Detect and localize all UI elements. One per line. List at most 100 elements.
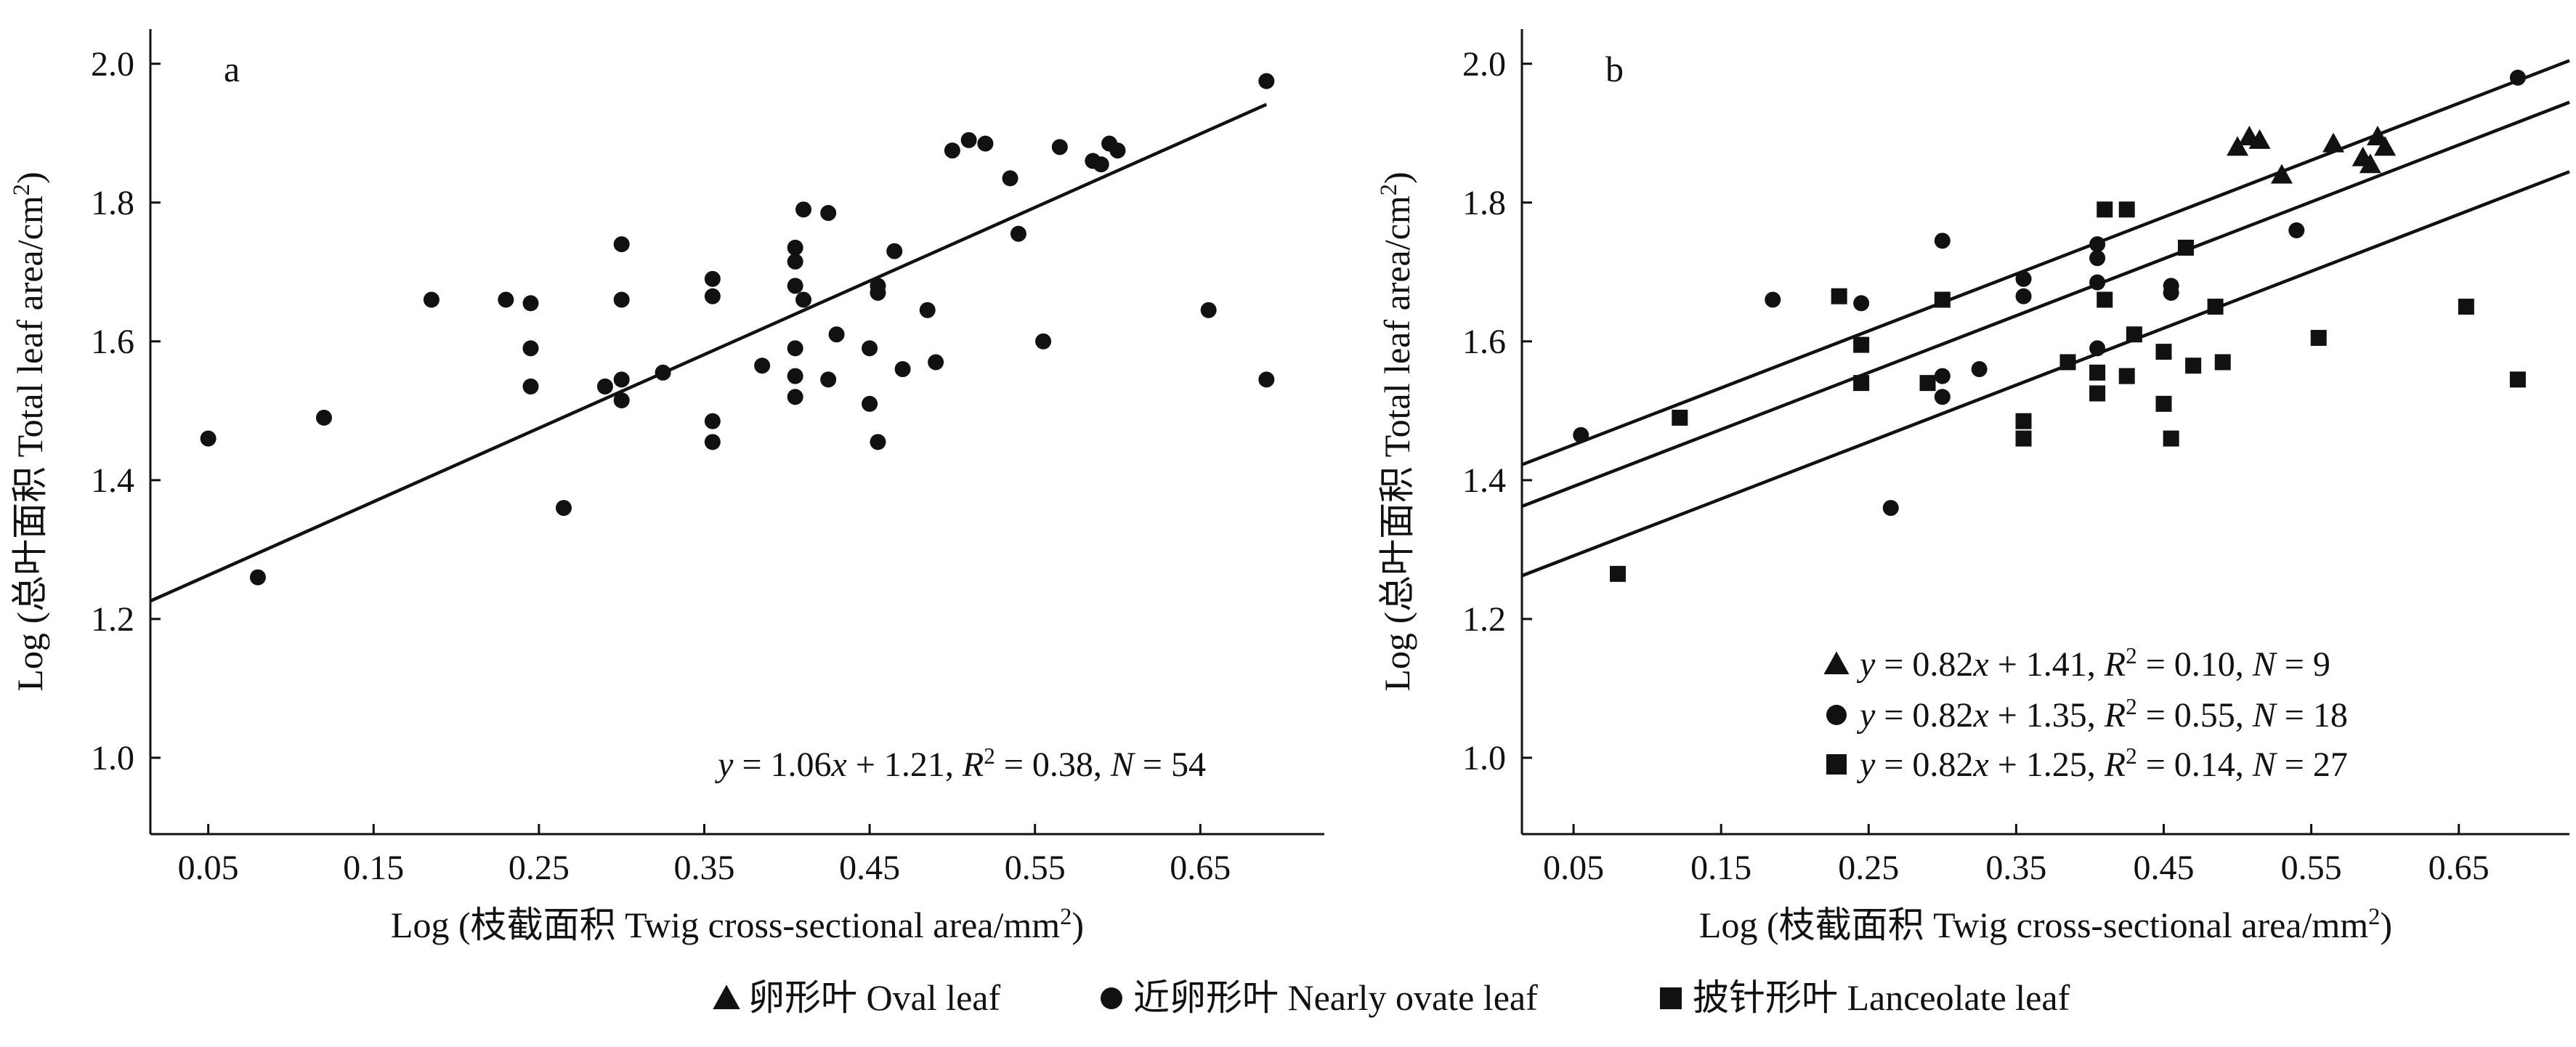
y-tick-label: 1.0: [91, 739, 134, 777]
data-point: [1010, 225, 1026, 242]
data-point: [2089, 340, 2106, 357]
data-point: [613, 371, 630, 388]
x-tick-label: 0.25: [509, 849, 570, 887]
legend-item: 卵形叶 Oval leaf: [748, 977, 1000, 1018]
data-point: [820, 205, 837, 222]
panel-label: b: [1605, 49, 1624, 89]
regression-equation: y = 0.82x + 1.25, R2 = 0.14, N = 27: [1856, 743, 2348, 785]
x-tick-label: 0.05: [1543, 849, 1604, 887]
data-point: [2126, 326, 2142, 343]
data-point: [2322, 132, 2345, 153]
data-point: [2059, 354, 2076, 371]
data-point: [2015, 270, 2032, 287]
regression-equation: y = 0.82x + 1.41, R2 = 0.10, N = 9: [1856, 643, 2330, 684]
legend-marker: [713, 985, 740, 1009]
data-point: [613, 392, 630, 409]
x-tick-label: 0.25: [1838, 849, 1899, 887]
data-point: [2118, 368, 2135, 384]
x-tick-label: 0.15: [343, 849, 404, 887]
data-point: [2458, 299, 2474, 315]
data-point: [2155, 395, 2172, 412]
data-point: [2214, 354, 2231, 371]
data-point: [886, 243, 903, 259]
x-tick-label: 0.35: [673, 849, 734, 887]
data-point: [655, 364, 671, 381]
data-point: [862, 340, 878, 357]
legend-item: 近卵形叶 Nearly ovate leaf: [1133, 977, 1538, 1018]
data-point: [787, 239, 803, 256]
data-point: [613, 236, 630, 253]
y-tick-label: 1.6: [1462, 323, 1506, 361]
data-point: [1258, 73, 1275, 89]
x-tick-label: 0.45: [839, 849, 900, 887]
panel-label: a: [224, 49, 240, 89]
legend-marker: [1660, 987, 1682, 1009]
data-point: [928, 354, 944, 371]
data-point: [2155, 344, 2172, 360]
data-point: [1919, 375, 1936, 392]
data-point: [1610, 565, 1627, 582]
data-point: [1672, 409, 1688, 426]
x-tick-label: 0.55: [1005, 849, 1066, 887]
data-point: [1853, 336, 1870, 353]
x-tick-label: 0.55: [2281, 849, 2342, 887]
x-tick-label: 0.45: [2133, 849, 2194, 887]
data-point: [704, 434, 721, 450]
data-point: [2185, 357, 2202, 374]
data-point: [1051, 139, 1068, 155]
data-point: [787, 253, 803, 270]
x-tick-label: 0.65: [1170, 849, 1231, 887]
data-point: [2270, 163, 2293, 184]
data-point: [2509, 371, 2526, 388]
data-point: [249, 569, 266, 586]
data-point: [704, 270, 721, 287]
data-point: [894, 361, 911, 378]
data-point: [2097, 201, 2113, 218]
data-point: [870, 434, 886, 450]
x-axis-label: Log (枝截面积 Twig cross-sectional area/mm2): [391, 904, 1084, 945]
data-point: [2089, 364, 2106, 381]
x-tick-label: 0.05: [178, 849, 239, 887]
data-point: [795, 201, 812, 218]
data-point: [828, 326, 845, 343]
equation-marker: [1826, 705, 1847, 725]
data-point: [1765, 291, 1781, 308]
data-point: [2310, 330, 2327, 347]
data-point: [1035, 333, 1052, 349]
data-point: [2207, 299, 2224, 315]
data-point: [2015, 430, 2032, 447]
data-point: [498, 291, 514, 308]
y-tick-label: 1.4: [91, 461, 134, 500]
data-point: [596, 378, 613, 395]
data-point: [754, 357, 771, 374]
data-point: [2359, 153, 2381, 174]
data-point: [1971, 361, 1988, 378]
chart-panel-a: 1.0 1.2 1.4 1.6 1.8 2.0 0.05 0.15 0.25 0.35 0.45 0.…: [9, 29, 1324, 945]
y-tick-label: 1.6: [91, 323, 134, 361]
data-point: [795, 291, 812, 308]
data-point: [1853, 295, 1870, 312]
x-axis-label: Log (枝截面积 Twig cross-sectional area/mm2): [1699, 904, 2392, 945]
data-point: [522, 295, 539, 312]
data-point: [1109, 142, 1126, 159]
data-point: [1200, 302, 1217, 318]
data-point: [2163, 430, 2179, 447]
y-tick-label: 1.2: [91, 600, 134, 639]
data-point: [2089, 385, 2106, 402]
data-point: [704, 288, 721, 304]
data-point: [2288, 222, 2305, 238]
regression-equation: y = 0.82x + 1.35, R2 = 0.55, N = 18: [1856, 694, 2348, 735]
data-point: [944, 142, 960, 159]
data-point: [1002, 170, 1018, 187]
data-point: [2015, 288, 2032, 304]
data-point: [787, 368, 803, 384]
data-point: [1258, 371, 1275, 388]
data-point: [960, 132, 977, 148]
data-point: [2177, 239, 2194, 256]
data-point: [315, 409, 332, 426]
y-tick-label: 2.0: [91, 45, 134, 84]
y-tick-label: 1.8: [91, 184, 134, 222]
data-point: [423, 291, 440, 308]
data-point: [1934, 233, 1951, 249]
